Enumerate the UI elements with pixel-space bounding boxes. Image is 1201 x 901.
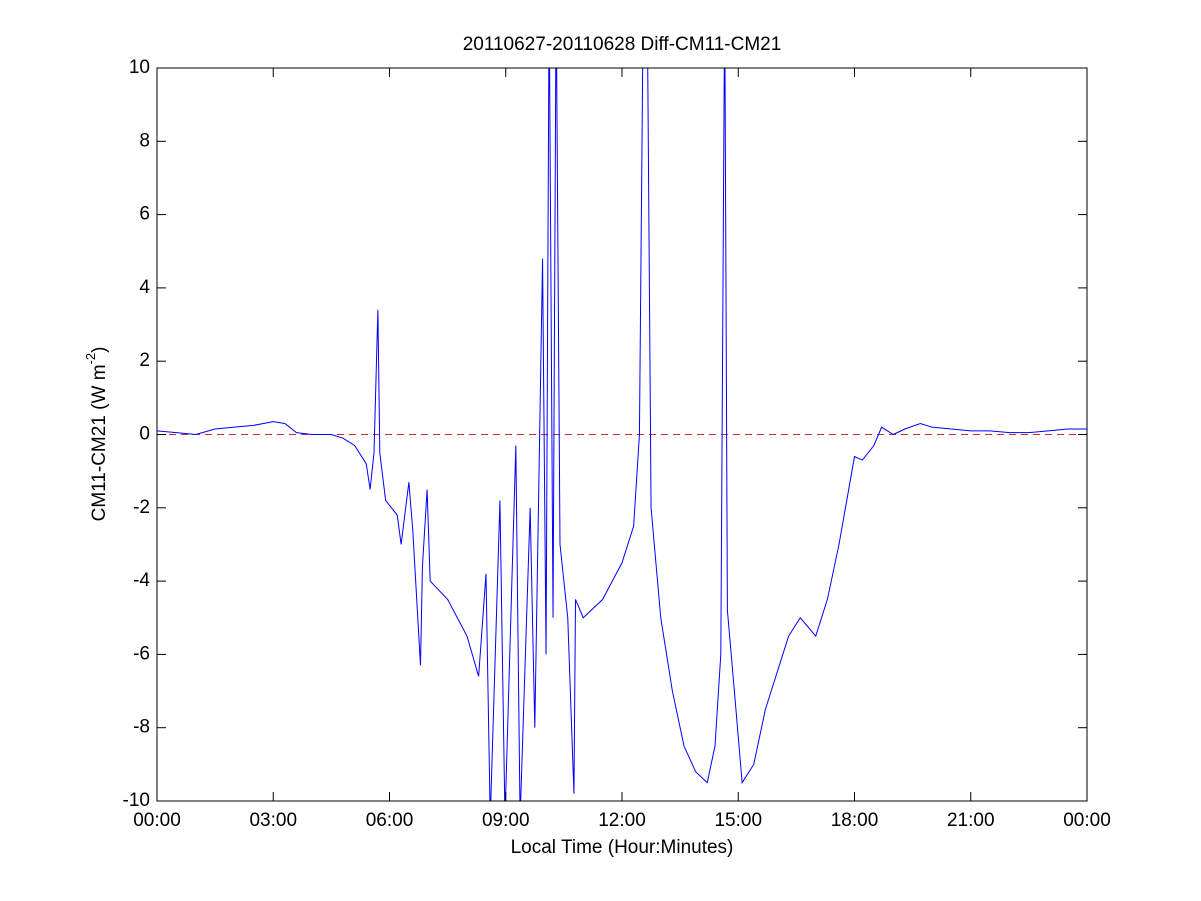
y-tick-label: 10 xyxy=(129,57,150,78)
y-tick-label: 2 xyxy=(139,350,150,371)
x-tick-label: 03:00 xyxy=(249,810,297,831)
x-tick-label: 06:00 xyxy=(366,810,414,831)
data-line xyxy=(157,68,1087,801)
y-axis-label: CM11-CM21 (W m-2) xyxy=(83,347,110,522)
chart-title: 20110627-20110628 Diff-CM11-CM21 xyxy=(463,34,782,55)
y-tick-label: -4 xyxy=(133,570,150,591)
y-tick-label: -10 xyxy=(123,790,150,811)
y-label-sup: -2 xyxy=(83,353,98,365)
y-tick-label: -8 xyxy=(133,717,150,738)
x-tick-label: 09:00 xyxy=(482,810,530,831)
x-tick-label: 18:00 xyxy=(831,810,879,831)
y-tick-label: 4 xyxy=(139,277,150,298)
x-tick-label: 21:00 xyxy=(947,810,995,831)
x-tick-label: 00:00 xyxy=(1063,810,1111,831)
y-tick-label: 8 xyxy=(139,130,150,151)
x-tick-label: 00:00 xyxy=(133,810,181,831)
y-tick-label: -6 xyxy=(133,643,150,664)
y-tick-label: 6 xyxy=(139,204,150,225)
x-tick-label: 15:00 xyxy=(714,810,762,831)
y-tick-label: -2 xyxy=(133,497,150,518)
x-axis-label: Local Time (Hour:Minutes) xyxy=(511,837,734,858)
y-tick-label: 0 xyxy=(139,424,150,445)
y-label-text: CM11-CM21 (W m xyxy=(89,364,110,521)
y-label-tail: ) xyxy=(89,347,110,353)
x-tick-label: 12:00 xyxy=(598,810,646,831)
